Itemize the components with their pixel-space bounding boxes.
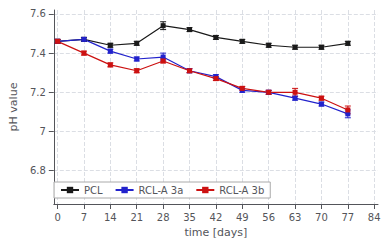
svg-text:49: 49 xyxy=(236,212,249,223)
svg-text:84: 84 xyxy=(368,212,381,223)
svg-text:6.8: 6.8 xyxy=(30,165,46,176)
svg-text:63: 63 xyxy=(289,212,302,223)
svg-text:7: 7 xyxy=(81,212,87,223)
svg-text:14: 14 xyxy=(104,212,117,223)
svg-text:7.2: 7.2 xyxy=(30,87,46,98)
svg-text:42: 42 xyxy=(210,212,223,223)
svg-text:RCL-A 3b: RCL-A 3b xyxy=(219,185,264,196)
svg-text:0: 0 xyxy=(54,212,60,223)
svg-text:28: 28 xyxy=(157,212,170,223)
svg-text:7: 7 xyxy=(39,126,45,137)
svg-text:21: 21 xyxy=(130,212,143,223)
svg-text:7.4: 7.4 xyxy=(30,48,46,59)
svg-text:35: 35 xyxy=(183,212,196,223)
svg-text:time [days]: time [days] xyxy=(184,226,247,239)
svg-text:77: 77 xyxy=(341,212,354,223)
svg-text:pH value: pH value xyxy=(7,82,20,131)
svg-text:PCL: PCL xyxy=(84,185,103,196)
svg-text:RCL-A 3a: RCL-A 3a xyxy=(139,185,184,196)
svg-text:70: 70 xyxy=(315,212,328,223)
svg-text:56: 56 xyxy=(262,212,275,223)
svg-text:7.6: 7.6 xyxy=(30,8,46,19)
